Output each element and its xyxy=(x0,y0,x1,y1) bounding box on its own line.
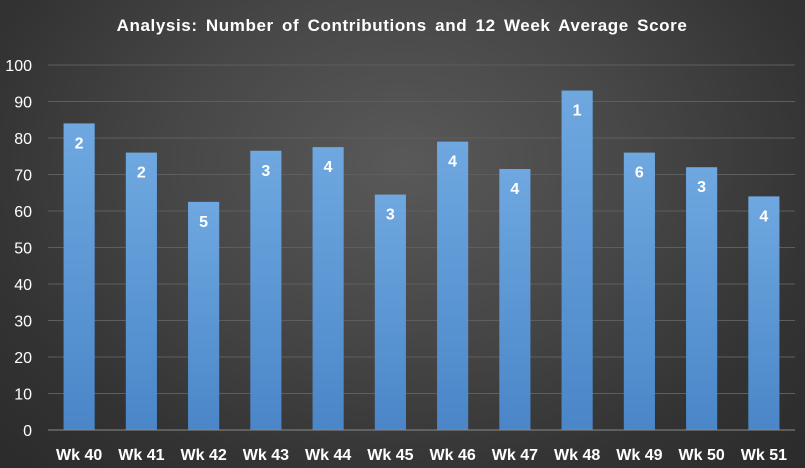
bar xyxy=(125,152,157,430)
y-tick-label: 90 xyxy=(14,95,32,112)
bar xyxy=(312,147,344,430)
y-tick-label: 60 xyxy=(14,204,32,221)
bar xyxy=(623,152,655,430)
y-tick-label: 100 xyxy=(5,58,32,75)
x-tick-label: Wk 46 xyxy=(430,447,476,464)
y-axis-ticks: 0 10 20 30 40 50 60 70 80 90 100 xyxy=(5,58,32,440)
bar-data-label: 2 xyxy=(75,135,84,152)
bars xyxy=(63,90,780,431)
bar xyxy=(250,150,282,430)
grid-lines xyxy=(48,64,795,394)
bar xyxy=(748,196,780,430)
bar-data-label: 1 xyxy=(573,103,582,120)
bar-data-label: 3 xyxy=(697,179,706,196)
bar xyxy=(374,194,406,430)
y-tick-label: 70 xyxy=(14,168,32,185)
bar xyxy=(686,167,718,430)
x-tick-label: Wk 42 xyxy=(181,447,227,464)
x-tick-label: Wk 44 xyxy=(305,447,351,464)
y-tick-label: 50 xyxy=(14,241,32,258)
x-tick-label: Wk 51 xyxy=(741,447,787,464)
y-tick-label: 20 xyxy=(14,350,32,367)
bar-data-label: 2 xyxy=(137,165,146,182)
y-tick-label: 40 xyxy=(14,277,32,294)
x-tick-label: Wk 50 xyxy=(679,447,725,464)
x-tick-label: Wk 41 xyxy=(118,447,164,464)
bar xyxy=(437,141,469,430)
x-tick-label: Wk 47 xyxy=(492,447,538,464)
bar-data-label: 4 xyxy=(510,181,519,198)
data-labels: 2 2 5 3 4 3 4 4 1 6 3 4 xyxy=(75,103,769,231)
y-tick-label: 0 xyxy=(23,423,32,440)
y-tick-label: 10 xyxy=(14,387,32,404)
bar-data-label: 3 xyxy=(261,163,270,180)
bar-data-label: 4 xyxy=(759,208,768,225)
bar xyxy=(499,169,531,430)
x-tick-label: Wk 48 xyxy=(554,447,600,464)
bar-data-label: 3 xyxy=(386,207,395,224)
x-tick-label: Wk 40 xyxy=(56,447,102,464)
x-tick-label: Wk 45 xyxy=(367,447,413,464)
bar xyxy=(63,123,95,431)
x-axis-ticks: Wk 40 Wk 41 Wk 42 Wk 43 Wk 44 Wk 45 Wk 46 Wk 47… xyxy=(56,447,787,464)
x-tick-label: Wk 49 xyxy=(616,447,662,464)
bar-data-label: 4 xyxy=(324,159,333,176)
bar xyxy=(561,90,593,431)
y-tick-label: 30 xyxy=(14,314,32,331)
x-tick-label: Wk 43 xyxy=(243,447,289,464)
bar-data-label: 6 xyxy=(635,165,644,182)
bar-data-label: 4 xyxy=(448,154,457,171)
chart-title: Analysis: Number of Contributions and 12… xyxy=(117,16,688,35)
bar xyxy=(188,201,220,430)
bar-data-label: 5 xyxy=(199,214,208,231)
y-tick-label: 80 xyxy=(14,131,32,148)
